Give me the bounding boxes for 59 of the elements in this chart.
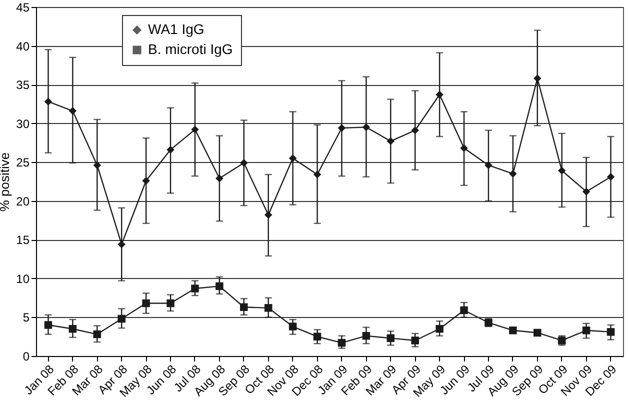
point [240,303,248,312]
point [166,299,174,308]
point [240,159,248,167]
point [68,107,77,115]
point [264,304,272,312]
point [460,144,468,152]
point [338,124,346,132]
point [118,240,126,248]
point [411,336,419,344]
y-tick-label: 25 [16,156,30,170]
point [93,161,102,170]
y-tick-label: 30 [16,116,30,131]
point [460,306,468,314]
y-tick-label: 15 [16,233,30,248]
point [142,176,150,185]
point [484,161,492,170]
point [362,123,370,132]
legend-label: B. microti IgG [148,41,233,57]
point [44,321,52,329]
point [606,328,615,336]
point [534,328,542,337]
point [436,324,444,333]
point [288,322,297,330]
y-tick-label: 10 [16,272,30,286]
point [386,334,395,342]
point [338,338,346,347]
point [313,332,322,340]
y-axis-title: % positive [0,152,12,212]
point [411,126,419,134]
legend-label: WA1 IgG [148,21,204,37]
y-tick-label: 35 [16,78,30,92]
y-tick-label: 20 [16,194,30,208]
point [534,74,542,82]
point [436,90,444,99]
point [582,326,590,334]
y-tick-label: 40 [16,39,30,54]
y-tick-label: 45 [16,0,30,14]
point [216,174,224,182]
point [118,314,126,323]
y-tick-label: 0 [22,350,30,364]
point [386,137,395,146]
point [142,299,150,308]
point [264,210,272,219]
point [558,166,566,175]
y-tick-label: 5 [22,310,30,325]
point [44,98,52,106]
point [509,170,517,178]
point [191,126,199,134]
point [582,188,590,196]
point [216,282,224,290]
point [68,324,77,333]
point [191,284,199,292]
point [166,146,174,154]
point [288,154,297,162]
point [509,326,517,334]
point [606,172,615,181]
point [362,332,370,340]
point [93,330,102,338]
point [313,170,322,178]
